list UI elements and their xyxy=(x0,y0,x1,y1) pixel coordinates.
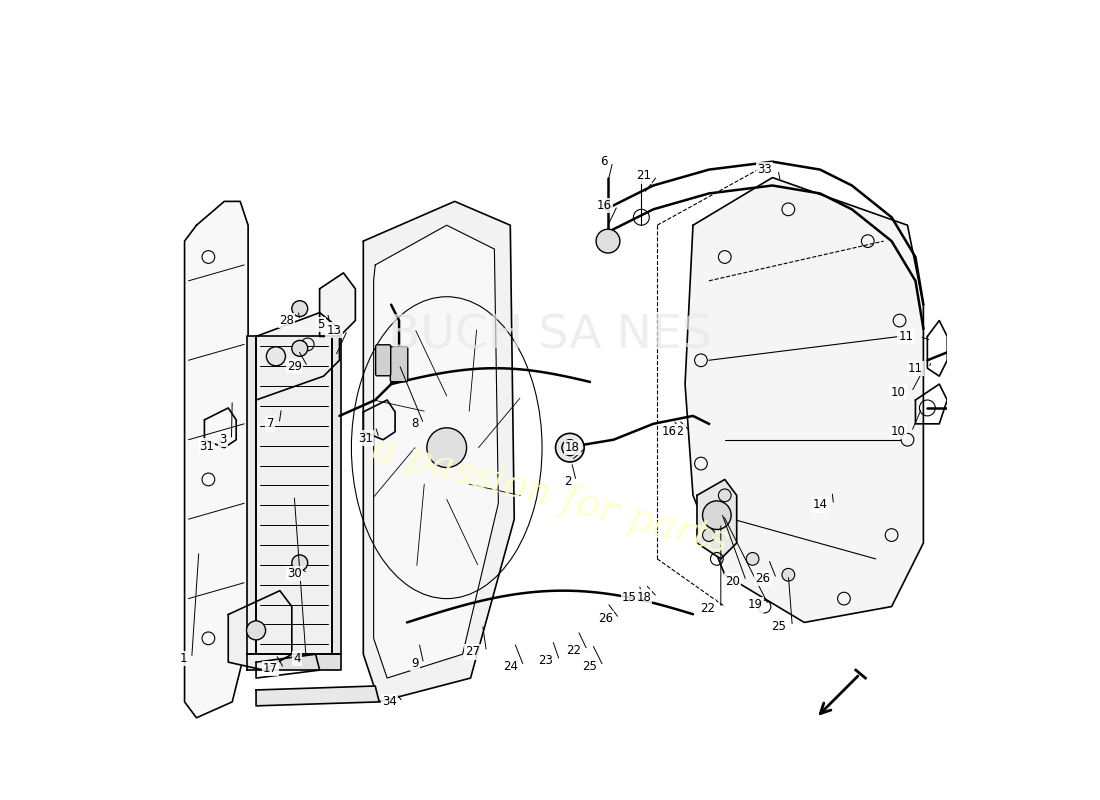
Text: 12: 12 xyxy=(670,426,684,438)
Text: 1: 1 xyxy=(179,652,187,665)
Text: 30: 30 xyxy=(287,566,301,580)
Text: 14: 14 xyxy=(813,498,827,511)
Text: 23: 23 xyxy=(539,654,553,667)
Text: 2: 2 xyxy=(563,474,571,487)
Circle shape xyxy=(427,428,466,467)
Circle shape xyxy=(782,569,794,581)
Text: BUCH SA NES: BUCH SA NES xyxy=(388,314,712,359)
Text: 19: 19 xyxy=(748,598,762,611)
Text: 27: 27 xyxy=(465,646,481,658)
Polygon shape xyxy=(246,654,341,670)
Circle shape xyxy=(266,346,286,366)
Text: 29: 29 xyxy=(287,360,301,373)
Text: 9: 9 xyxy=(411,658,419,670)
Text: 18: 18 xyxy=(564,441,580,454)
Text: 15: 15 xyxy=(621,590,637,603)
Text: 24: 24 xyxy=(503,660,518,673)
Text: 8: 8 xyxy=(411,418,419,430)
Polygon shape xyxy=(185,202,249,718)
Text: 25: 25 xyxy=(771,620,786,633)
Text: 7: 7 xyxy=(266,418,274,430)
Polygon shape xyxy=(363,202,515,702)
Text: 5: 5 xyxy=(318,318,324,331)
Text: 20: 20 xyxy=(725,574,740,588)
FancyBboxPatch shape xyxy=(375,345,390,376)
Text: 10: 10 xyxy=(891,386,905,398)
Polygon shape xyxy=(246,337,256,654)
Text: 31: 31 xyxy=(359,432,373,445)
Polygon shape xyxy=(374,226,498,678)
Circle shape xyxy=(292,341,308,356)
Text: 21: 21 xyxy=(636,170,651,182)
Circle shape xyxy=(246,621,265,640)
Circle shape xyxy=(562,440,578,456)
Text: a passion for parts: a passion for parts xyxy=(367,430,733,561)
Polygon shape xyxy=(229,590,292,670)
Polygon shape xyxy=(697,479,737,559)
Circle shape xyxy=(292,301,308,317)
Circle shape xyxy=(718,489,732,502)
Circle shape xyxy=(746,553,759,566)
Text: 11: 11 xyxy=(899,330,913,343)
Text: 16: 16 xyxy=(596,199,612,212)
Text: 11: 11 xyxy=(908,362,923,374)
Text: 33: 33 xyxy=(757,163,772,176)
Polygon shape xyxy=(256,313,340,400)
Polygon shape xyxy=(320,273,355,337)
FancyBboxPatch shape xyxy=(390,346,408,382)
Text: 17: 17 xyxy=(263,662,278,675)
Text: 13: 13 xyxy=(327,323,341,337)
Text: 10: 10 xyxy=(891,426,905,438)
Text: 31: 31 xyxy=(199,439,214,453)
Text: 18: 18 xyxy=(636,590,651,603)
Text: 22: 22 xyxy=(566,644,581,657)
Text: 16: 16 xyxy=(662,426,676,438)
Text: 22: 22 xyxy=(700,602,715,614)
Text: 28: 28 xyxy=(278,314,294,327)
Circle shape xyxy=(703,529,715,542)
Circle shape xyxy=(703,501,732,530)
Text: 26: 26 xyxy=(598,612,613,625)
Text: 6: 6 xyxy=(601,155,608,168)
Text: 3: 3 xyxy=(219,434,227,446)
Polygon shape xyxy=(331,337,341,654)
Polygon shape xyxy=(256,337,331,654)
Circle shape xyxy=(292,555,308,571)
Polygon shape xyxy=(685,178,923,622)
Text: 34: 34 xyxy=(382,695,397,708)
Text: 25: 25 xyxy=(582,660,597,673)
Text: 4: 4 xyxy=(294,652,301,665)
Circle shape xyxy=(596,229,620,253)
Text: 26: 26 xyxy=(756,572,770,586)
Circle shape xyxy=(556,434,584,462)
Polygon shape xyxy=(256,686,380,706)
